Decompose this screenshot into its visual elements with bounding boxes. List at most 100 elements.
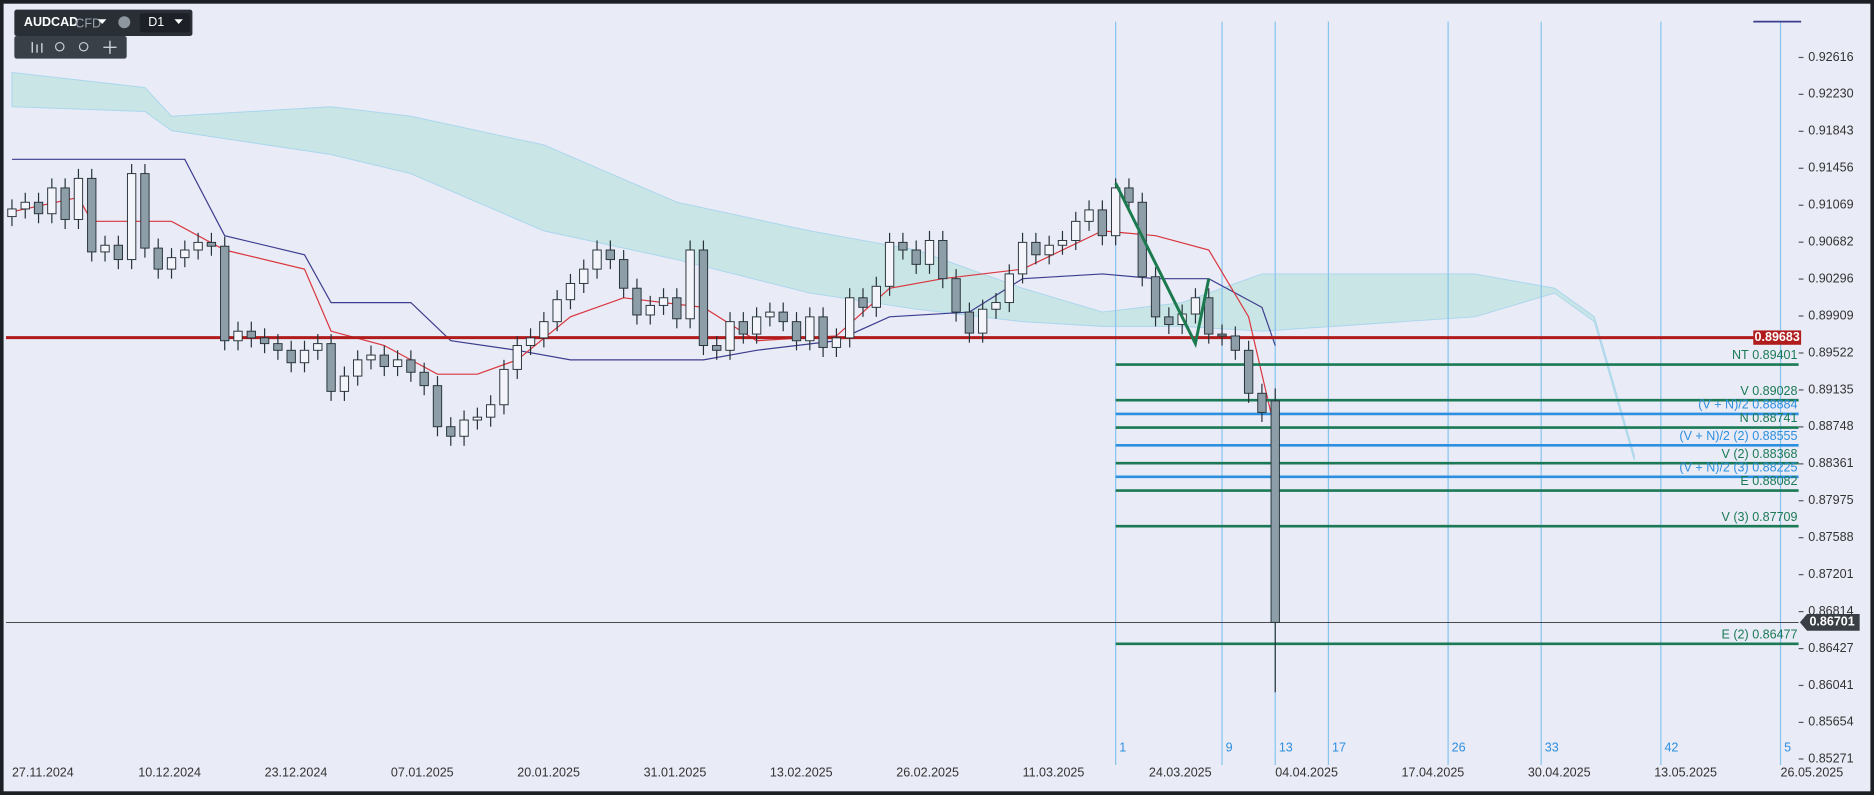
level-label: V (2) 0.88368 [1722, 447, 1798, 461]
candle-body [326, 343, 336, 392]
level-value: 0.87709 [1752, 510, 1797, 524]
timeframe[interactable]: D1 [148, 15, 164, 29]
candle-body [898, 241, 908, 251]
toolbar-tools [14, 35, 127, 59]
y-tick-label: 0.90296 [1808, 271, 1853, 285]
candle-body [1204, 297, 1214, 335]
cycle-label: 17 [1332, 741, 1346, 755]
candle-body [1031, 241, 1041, 256]
level-label: N 0.88741 [1740, 412, 1798, 426]
y-tick-label: 0.89909 [1808, 308, 1853, 322]
candle-body [1124, 187, 1134, 203]
candle-body [87, 177, 97, 253]
candle-body [1150, 276, 1161, 318]
level-value: 0.88225 [1752, 461, 1797, 475]
price-axis: 0.92616 0.92230 0.91843 0.91456 0.91069 0.906… [1798, 50, 1854, 765]
candle-body [712, 345, 722, 351]
x-tick-label: 23.12.2024 [265, 766, 328, 780]
resistance-label: 0.89683 [1755, 330, 1800, 344]
candle-body [725, 321, 735, 351]
candle-body [313, 343, 323, 351]
y-tick-label: 0.89522 [1808, 345, 1853, 359]
level-value: 0.88555 [1752, 429, 1797, 443]
candle-body [831, 337, 842, 348]
candle-body [7, 208, 17, 218]
candle-body [20, 201, 30, 210]
candle-body [486, 404, 496, 418]
candle-body [60, 187, 70, 220]
candle-body [286, 349, 296, 364]
timeframe-box[interactable] [139, 13, 191, 33]
candle-body [406, 359, 416, 373]
candle-body [472, 416, 483, 421]
dropdown-arrow[interactable] [98, 19, 107, 25]
candle-body [991, 302, 1001, 310]
level-label: V (3) 0.87709 [1722, 510, 1798, 524]
x-tick-label: 13.05.2025 [1654, 766, 1717, 780]
cycle-label: 26 [1452, 741, 1466, 755]
tool-crosshair[interactable] [103, 40, 117, 54]
candle-body [339, 375, 350, 392]
candle-body [1243, 349, 1254, 394]
level-value: 0.89028 [1752, 384, 1797, 398]
candle-body [778, 311, 788, 323]
x-tick-label: 27.11.2024 [12, 766, 74, 780]
y-tick-label: 0.85654 [1808, 715, 1853, 729]
candle-body [73, 177, 84, 220]
candle-body [47, 187, 57, 215]
cycle-labels: 1 9 13 17 26 33 42 51 [1119, 741, 1791, 755]
x-tick-label: 26.02.2025 [896, 766, 959, 780]
y-tick-label: 0.87588 [1808, 530, 1853, 544]
candle-body [1097, 209, 1108, 237]
cycle-label: 33 [1545, 741, 1559, 755]
candle-body [552, 299, 562, 323]
x-tick-label: 17.04.2025 [1402, 766, 1465, 780]
x-tick-label: 31.01.2025 [644, 766, 707, 780]
candle-body [432, 385, 443, 428]
candle-body [871, 285, 881, 308]
candle-body [1230, 335, 1240, 351]
candle-body [672, 297, 682, 320]
x-tick-label: 04.04.2025 [1275, 766, 1338, 780]
tool-zoom-in[interactable] [78, 41, 89, 52]
symbol[interactable]: AUDCAD [24, 15, 78, 29]
candle-body [978, 308, 988, 334]
dropdown-arrow[interactable] [174, 19, 183, 25]
candle-body [579, 268, 589, 284]
level-label: NT 0.89401 [1732, 348, 1798, 362]
candle-body [805, 316, 815, 342]
candle-body [113, 244, 123, 261]
candle-body [751, 316, 762, 335]
level-value: 0.88082 [1752, 474, 1797, 488]
tool-indicators[interactable] [31, 41, 43, 53]
candle-body [153, 247, 163, 270]
level-name: E [1740, 474, 1748, 488]
candle-body [459, 419, 469, 437]
level-name: (V + N)/2 (2) [1679, 429, 1748, 443]
candle-body [126, 173, 137, 261]
candle-body [206, 241, 217, 247]
cycle-label: 9 [1226, 741, 1233, 755]
wave-line [1114, 182, 1211, 349]
candle-body [605, 249, 616, 261]
candle-body [446, 426, 456, 437]
candle-body [392, 359, 403, 368]
candle-body [166, 257, 177, 270]
y-tick-label: 0.90682 [1808, 235, 1853, 249]
candle-body [1004, 273, 1014, 304]
level-label: (V + N)/2 (2) 0.88555 [1679, 429, 1797, 443]
level-name: V [1740, 384, 1749, 398]
candle-body [632, 287, 642, 316]
toolbar: AUDCAD CFD D1 [14, 9, 193, 59]
x-tick-label: 13.02.2025 [770, 766, 833, 780]
y-tick-label: 0.92230 [1808, 87, 1853, 101]
info-icon[interactable] [118, 16, 131, 29]
candle-body [592, 249, 602, 270]
candle-body [140, 173, 150, 249]
tool-zoom-out[interactable] [54, 41, 65, 52]
candle-body [419, 371, 429, 387]
x-tick-label: 20.01.2025 [517, 766, 580, 780]
level-name: N [1740, 412, 1749, 426]
candle-body [259, 337, 270, 345]
